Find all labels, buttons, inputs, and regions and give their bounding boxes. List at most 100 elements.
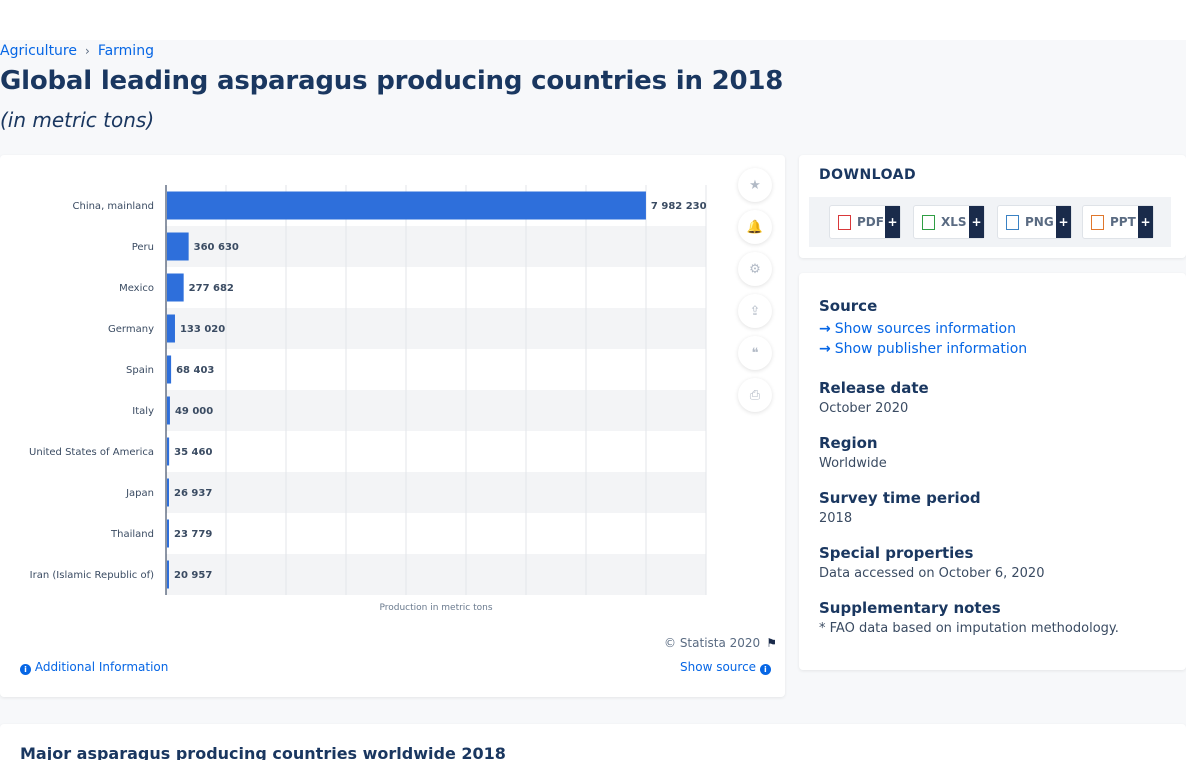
info-icon: i xyxy=(20,664,31,675)
survey-period-section: Survey time period 2018 xyxy=(819,489,981,526)
plus-icon: + xyxy=(1056,206,1071,238)
bar[interactable] xyxy=(167,478,169,507)
download-png-button[interactable]: PNG + xyxy=(997,205,1072,239)
page-subtitle: (in metric tons) xyxy=(0,108,155,132)
category-label: Iran (Islamic Republic of) xyxy=(30,570,154,581)
share-icon[interactable]: ⇪ xyxy=(738,294,772,328)
supplementary-notes-value: * FAO data based on imputation methodolo… xyxy=(819,621,1119,636)
value-label: 277 682 xyxy=(189,283,234,294)
bell-icon[interactable]: 🔔 xyxy=(738,210,772,244)
download-ppt-button[interactable]: PPT + xyxy=(1082,205,1154,239)
x-axis-label: Production in metric tons xyxy=(379,603,492,613)
region-value: Worldwide xyxy=(819,456,887,471)
plus-icon: + xyxy=(1138,206,1153,238)
region-label: Region xyxy=(819,434,878,452)
download-pdf-button[interactable]: PDF + xyxy=(829,205,901,239)
bar[interactable] xyxy=(167,519,169,548)
breadcrumb: Agriculture › Farming xyxy=(0,43,154,59)
special-properties-label: Special properties xyxy=(819,544,974,562)
category-label: Spain xyxy=(126,365,154,376)
download-row: PDF + XLS + PNG + PPT + xyxy=(809,197,1171,247)
download-title: DOWNLOAD xyxy=(819,167,917,183)
release-date-value: October 2020 xyxy=(819,401,909,416)
breadcrumb-item-farming[interactable]: Farming xyxy=(97,43,154,59)
xls-file-icon xyxy=(922,214,935,230)
download-card: DOWNLOAD PDF + XLS + PNG + PPT + xyxy=(799,155,1186,258)
ppt-file-icon xyxy=(1091,214,1104,230)
quote-icon[interactable]: ❝ xyxy=(738,336,772,370)
supplementary-notes-label: Supplementary notes xyxy=(819,599,1001,617)
copyright-text: © Statista 2020 xyxy=(664,636,761,650)
special-properties-value: Data accessed on October 6, 2020 xyxy=(819,566,1045,581)
chart-toolbar: ★ 🔔 ⚙ ⇪ ❝ ⎙ xyxy=(738,168,772,412)
download-ppt-label: PPT xyxy=(1110,215,1136,229)
special-properties-section: Special properties Data accessed on Octo… xyxy=(819,544,1044,581)
page-title: Global leading asparagus producing count… xyxy=(0,66,784,96)
row-band xyxy=(166,226,706,267)
row-band xyxy=(166,472,706,513)
print-icon[interactable]: ⎙ xyxy=(738,378,772,412)
value-label: 49 000 xyxy=(175,406,213,417)
show-publisher-link[interactable]: → Show publisher information xyxy=(819,341,1027,357)
download-pdf-label: PDF xyxy=(857,215,884,229)
gear-icon[interactable]: ⚙ xyxy=(738,252,772,286)
flag-icon[interactable]: ⚑ xyxy=(766,636,777,650)
row-band xyxy=(166,554,706,595)
value-label: 7 982 230 xyxy=(651,201,707,212)
value-label: 20 957 xyxy=(174,570,212,581)
show-sources-link[interactable]: → Show sources information xyxy=(819,321,1027,337)
copyright: © Statista 2020 ⚑ xyxy=(664,636,777,650)
info-card: Source → Show sources information → Show p… xyxy=(799,273,1186,670)
value-label: 23 779 xyxy=(174,529,212,540)
additional-info-label: Additional Information xyxy=(34,660,169,674)
download-xls-button[interactable]: XLS + xyxy=(913,205,985,239)
source-section: Source → Show sources information → Show p… xyxy=(819,297,1027,357)
pdf-file-icon xyxy=(838,214,851,230)
value-label: 133 020 xyxy=(180,324,225,335)
source-label: Source xyxy=(819,297,878,315)
bar-chart: China, mainland 7 982 230 Peru 360 630 Mexic… xyxy=(29,185,707,613)
download-png-label: PNG xyxy=(1025,215,1054,229)
arrow-right-icon: → xyxy=(819,341,831,357)
survey-period-value: 2018 xyxy=(819,511,853,526)
category-label: United States of America xyxy=(29,447,154,458)
additional-info-link[interactable]: i Additional Information xyxy=(20,660,168,675)
supplementary-notes-section: Supplementary notes * FAO data based on … xyxy=(819,599,1119,636)
row-band xyxy=(166,390,706,431)
related-statistic-title[interactable]: Major asparagus producing countries worl… xyxy=(20,744,506,760)
breadcrumb-item-agriculture[interactable]: Agriculture xyxy=(0,43,77,59)
related-statistic-card[interactable]: Major asparagus producing countries worl… xyxy=(0,724,1186,760)
value-label: 26 937 xyxy=(174,488,212,499)
category-label: Italy xyxy=(132,406,154,417)
bar[interactable] xyxy=(167,273,184,302)
png-file-icon xyxy=(1006,214,1019,230)
bar[interactable] xyxy=(167,314,175,343)
arrow-right-icon: → xyxy=(819,321,831,337)
bar[interactable] xyxy=(167,560,169,589)
show-sources-label: Show sources information xyxy=(834,321,1016,337)
bar[interactable] xyxy=(167,191,646,220)
bar[interactable] xyxy=(167,232,189,261)
category-label: China, mainland xyxy=(73,201,155,212)
survey-period-label: Survey time period xyxy=(819,489,981,507)
bar[interactable] xyxy=(167,396,170,425)
bar[interactable] xyxy=(167,437,170,466)
bar[interactable] xyxy=(167,355,172,384)
show-source-label: Show source xyxy=(680,660,757,674)
category-label: Thailand xyxy=(110,529,154,540)
value-label: 35 460 xyxy=(174,447,212,458)
plus-icon: + xyxy=(969,206,984,238)
show-source-link[interactable]: Show source i xyxy=(680,660,771,675)
category-label: Germany xyxy=(108,324,154,335)
breadcrumb-separator: › xyxy=(85,44,90,58)
category-label: Japan xyxy=(125,488,154,499)
release-date-label: Release date xyxy=(819,379,929,397)
category-label: Peru xyxy=(132,242,154,253)
star-icon[interactable]: ★ xyxy=(738,168,772,202)
release-date-section: Release date October 2020 xyxy=(819,379,929,416)
show-publisher-label: Show publisher information xyxy=(834,341,1028,357)
value-label: 68 403 xyxy=(176,365,214,376)
category-label: Mexico xyxy=(119,283,154,294)
info-icon: i xyxy=(759,664,771,675)
plus-icon: + xyxy=(885,206,900,238)
